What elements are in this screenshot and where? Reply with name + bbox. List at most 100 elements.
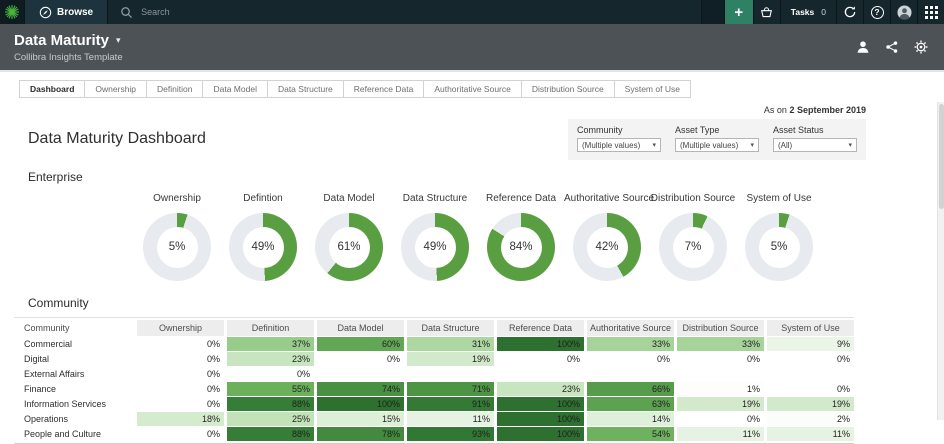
heatmap-cell: 25% <box>227 412 314 426</box>
column-header-reference-data: Reference Data <box>497 320 584 336</box>
donut-value: 7% <box>672 226 714 268</box>
tab-reference-data[interactable]: Reference Data <box>342 80 425 98</box>
page-subtitle: Collibra Insights Template <box>14 51 123 63</box>
filter-dropdown-asset-status[interactable]: (All) ▾ <box>773 138 857 152</box>
add-button[interactable]: + <box>723 0 753 24</box>
heatmap-cell: 55% <box>227 382 314 396</box>
filter-community: Community (Multiple values) ▾ <box>577 125 661 152</box>
title-dropdown-caret-icon[interactable]: ▾ <box>116 34 121 45</box>
sync-button[interactable] <box>836 0 863 24</box>
heatmap-cell: 0% <box>227 367 314 381</box>
heatmap-cell: 0% <box>137 397 224 411</box>
chevron-down-icon: ▾ <box>848 142 852 149</box>
column-header-authoritative-source: Authoritative Source <box>587 320 674 336</box>
donut-label: Reference Data <box>485 193 557 204</box>
tab-data-structure[interactable]: Data Structure <box>266 80 344 98</box>
column-header-definition: Definition <box>227 320 314 336</box>
filter-asset-status: Asset Status (All) ▾ <box>773 125 857 152</box>
heatmap-cell: 19% <box>767 397 854 411</box>
heatmap-cell: 0% <box>767 382 854 396</box>
vertical-scrollbar[interactable] <box>937 102 944 420</box>
donut-chart: 49% <box>229 213 297 281</box>
heatmap-cell <box>767 367 854 381</box>
heatmap-cell: 15% <box>317 412 404 426</box>
community-section-heading: Community <box>28 296 89 310</box>
heatmap-cell: 23% <box>227 352 314 366</box>
heatmap-cell: 100% <box>497 427 584 441</box>
avatar-icon <box>896 4 912 20</box>
tasks-button[interactable]: Tasks 0 <box>779 0 836 24</box>
community-heatmap-table: Community Ownership Definition Data Model Da… <box>14 317 854 444</box>
tab-ownership[interactable]: Ownership <box>84 80 148 98</box>
help-icon: ? <box>870 5 884 19</box>
heatmap-cell: 100% <box>317 397 404 411</box>
browse-button[interactable]: Browse <box>25 0 109 24</box>
chevron-down-icon: ▾ <box>652 142 656 149</box>
table-row-label: Operations <box>24 414 69 424</box>
heatmap-cell: 1% <box>677 382 764 396</box>
donut-value: 84% <box>500 226 542 268</box>
enterprise-donut-row: Ownership 5% Defintion 49% Data Model 61% Data… <box>134 193 944 281</box>
collibra-logo[interactable] <box>0 0 25 24</box>
tab-system-of-use[interactable]: System of Use <box>613 80 691 98</box>
enterprise-section-heading: Enterprise <box>28 170 83 184</box>
heatmap-cell: 19% <box>677 397 764 411</box>
heatmap-cell: 31% <box>407 337 494 351</box>
donut-reference-data: Reference Data 84% <box>478 193 564 281</box>
heatmap-cell: 0% <box>137 337 224 351</box>
filter-dropdown-community[interactable]: (Multiple values) ▾ <box>577 138 661 152</box>
search-input[interactable]: Search <box>108 0 701 24</box>
header-actions <box>856 40 930 54</box>
heatmap-cell <box>407 367 494 381</box>
heatmap-cell: 60% <box>317 337 404 351</box>
column-header-distribution-source: Distribution Source <box>677 320 764 336</box>
tab-authoritative-source[interactable]: Authoritative Source <box>423 80 522 98</box>
heatmap-cell: 78% <box>317 427 404 441</box>
heatmap-cell: 0% <box>137 367 224 381</box>
tab-distribution-source[interactable]: Distribution Source <box>520 80 615 98</box>
donut-ownership: Ownership 5% <box>134 193 220 281</box>
donut-chart: 42% <box>573 213 641 281</box>
help-button[interactable]: ? <box>863 0 890 24</box>
heatmap-cell: 0% <box>317 352 404 366</box>
person-icon <box>857 41 869 53</box>
heatmap-cell: 0% <box>767 352 854 366</box>
heatmap-cell: 0% <box>677 412 764 426</box>
share-button[interactable] <box>885 40 899 54</box>
column-header-system-of-use: System of Use <box>767 320 854 336</box>
donut-label: Distribution Source <box>650 193 736 204</box>
user-button[interactable] <box>856 40 870 54</box>
table-row-label: People and Culture <box>24 429 102 439</box>
filter-dropdown-asset-type[interactable]: (Multiple values) ▾ <box>675 138 759 152</box>
share-icon <box>886 41 898 53</box>
scrollbar-thumb[interactable] <box>938 104 944 209</box>
donut-value: 49% <box>414 226 456 268</box>
heatmap-cell: 74% <box>317 382 404 396</box>
donut-value: 5% <box>758 226 800 268</box>
heatmap-cell: 0% <box>677 352 764 366</box>
donut-value: 61% <box>328 226 370 268</box>
heatmap-cell: 11% <box>407 412 494 426</box>
search-icon <box>121 6 133 18</box>
inactive-nav-square[interactable] <box>700 0 724 24</box>
settings-button[interactable] <box>914 40 928 54</box>
donut-authoritative-source: Authoritative Source 42% <box>564 193 654 281</box>
heatmap-cell: 63% <box>587 397 674 411</box>
gear-icon <box>914 40 928 54</box>
heatmap-cell: 66% <box>587 382 674 396</box>
user-avatar-button[interactable] <box>890 0 917 24</box>
heatmap-cell: 18% <box>137 412 224 426</box>
donut-value: 49% <box>242 226 284 268</box>
table-row-label: Finance <box>24 384 57 394</box>
heatmap-cell: 71% <box>407 382 494 396</box>
tab-dashboard[interactable]: Dashboard <box>19 80 86 98</box>
donut-chart: 49% <box>401 213 469 281</box>
tab-definition[interactable]: Definition <box>146 80 204 98</box>
compass-icon <box>39 6 52 18</box>
basket-button[interactable] <box>752 0 780 24</box>
apps-grid-button[interactable] <box>917 0 944 24</box>
donut-label: System of Use <box>746 193 812 204</box>
heatmap-cell: 100% <box>497 397 584 411</box>
tab-data-model[interactable]: Data Model <box>202 80 268 98</box>
starburst-logo-icon <box>5 5 19 19</box>
